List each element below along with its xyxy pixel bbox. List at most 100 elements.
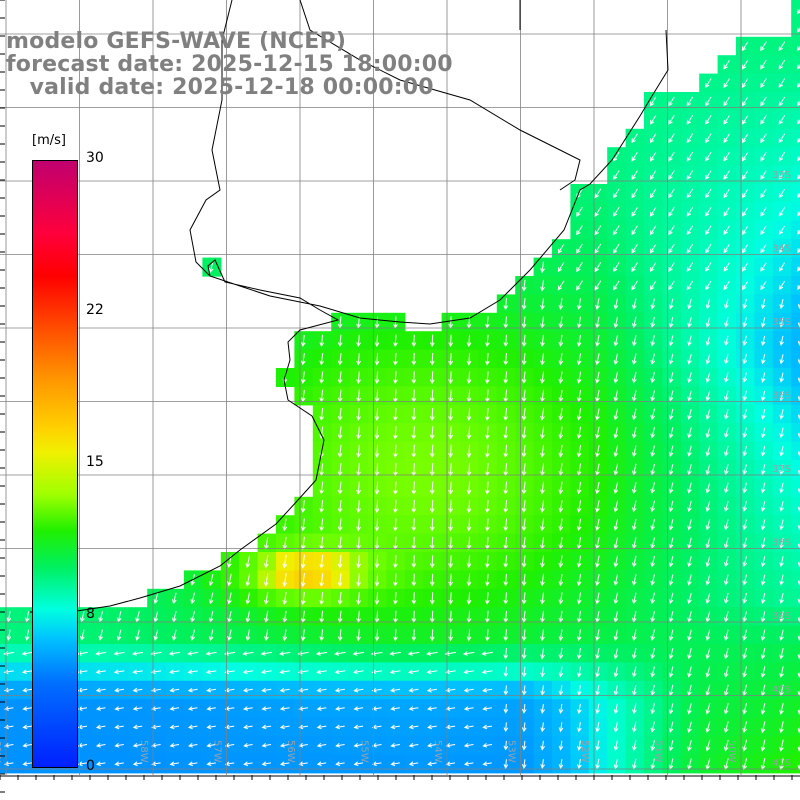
wind-arrow xyxy=(337,353,343,366)
wind-arrow xyxy=(337,554,343,569)
wind-arrow xyxy=(686,280,694,291)
wind-arrow xyxy=(448,555,454,569)
wind-arrow xyxy=(540,316,545,329)
wind-arrow xyxy=(319,554,325,569)
wind-arrow xyxy=(760,115,767,125)
wind-arrow xyxy=(169,706,180,711)
wind-arrow xyxy=(779,445,784,457)
wind-arrow xyxy=(724,647,729,660)
wind-arrow xyxy=(705,721,711,734)
wind-arrow xyxy=(245,573,251,587)
wind-arrow xyxy=(779,574,784,586)
wind-arrow xyxy=(742,464,748,476)
lat-label: 36S xyxy=(772,391,791,402)
wind-arrow xyxy=(687,555,692,568)
wind-arrow xyxy=(724,427,729,439)
lat-label: 34S xyxy=(772,244,791,255)
wind-arrow xyxy=(595,722,600,733)
wind-arrow xyxy=(448,592,454,605)
wind-arrow xyxy=(760,666,766,678)
wind-arrow xyxy=(632,463,637,476)
wind-arrow xyxy=(668,353,674,365)
wind-arrow xyxy=(687,372,692,384)
wind-arrow xyxy=(797,192,800,199)
wind-arrow xyxy=(631,170,638,180)
wind-arrow xyxy=(411,629,417,642)
wind-arrow xyxy=(742,225,749,235)
wind-arrow xyxy=(632,684,637,696)
wind-arrow xyxy=(668,188,675,199)
wind-arrow xyxy=(687,408,692,421)
wind-arrow xyxy=(187,651,199,656)
wind-arrow xyxy=(576,243,583,254)
wind-arrow xyxy=(485,573,490,587)
wind-arrow xyxy=(576,408,582,421)
wind-arrow xyxy=(407,651,420,656)
wind-arrow xyxy=(742,335,748,346)
wind-arrow xyxy=(24,611,30,623)
wind-arrow xyxy=(466,629,472,642)
wind-arrow xyxy=(187,706,198,711)
colorbar-tick-22: 22 xyxy=(86,302,104,318)
wind-cell xyxy=(791,680,800,700)
wind-arrow xyxy=(466,555,472,569)
wind-arrow xyxy=(540,555,545,568)
wind-arrow xyxy=(429,499,435,514)
wind-arrow xyxy=(264,629,269,642)
wind-arrow xyxy=(445,687,456,693)
wind-arrow xyxy=(374,371,380,385)
wind-arrow xyxy=(724,537,729,549)
wind-arrow xyxy=(243,743,253,748)
wind-arrow xyxy=(705,500,711,513)
wind-arrow xyxy=(705,703,711,715)
wind-arrow xyxy=(686,151,694,162)
wind-arrow xyxy=(482,706,492,711)
wind-arrow xyxy=(724,353,729,365)
wind-arrow xyxy=(613,206,620,217)
wind-arrow xyxy=(393,426,398,440)
wind-arrow xyxy=(503,666,509,678)
lon-label: 57W xyxy=(212,740,223,763)
wind-arrow xyxy=(724,592,729,605)
wind-arrow xyxy=(650,555,655,568)
wind-arrow xyxy=(521,629,527,642)
wind-arrow xyxy=(95,761,106,767)
wind-arrow xyxy=(761,317,766,328)
wind-arrow xyxy=(466,352,472,366)
wind-arrow xyxy=(558,592,564,605)
wind-arrow xyxy=(723,96,730,107)
wind-arrow xyxy=(632,592,637,605)
wind-arrow xyxy=(429,555,435,569)
wind-arrow xyxy=(760,739,766,752)
wind-arrow xyxy=(445,706,456,711)
wind-arrow xyxy=(187,687,198,693)
wind-arrow xyxy=(577,722,582,733)
lon-label: 52W xyxy=(579,740,590,763)
wind-arrow xyxy=(705,188,712,199)
longitude-labels: 60W59W58W57W56W55W54W53W52W51W50W xyxy=(0,740,737,763)
wind-arrow xyxy=(595,574,600,587)
wind-cell xyxy=(791,73,800,93)
wind-arrow xyxy=(778,115,786,125)
wind-arrow xyxy=(279,687,290,693)
valid-date: valid date: 2025-12-18 00:00:00 xyxy=(6,75,434,100)
wind-arrow xyxy=(227,573,232,587)
wind-arrow xyxy=(427,706,437,711)
wind-arrow xyxy=(760,225,767,236)
latitude-labels: 33S 34S 35S 36S 37S 38S 39S 40S 41S xyxy=(772,170,791,769)
wind-arrow xyxy=(356,554,361,569)
wind-arrow xyxy=(279,724,290,730)
wind-arrow xyxy=(779,519,784,531)
wind-arrow xyxy=(742,390,748,402)
wind-arrow xyxy=(503,740,509,751)
wind-arrow xyxy=(466,334,472,348)
wind-arrow xyxy=(245,629,251,642)
wind-arrow xyxy=(668,372,674,384)
wind-arrow xyxy=(521,371,527,384)
wind-arrow xyxy=(224,761,235,767)
wind-arrow xyxy=(242,687,253,693)
wind-arrow xyxy=(411,573,417,587)
wind-arrow xyxy=(613,685,619,696)
wind-arrow xyxy=(742,519,748,531)
wind-arrow xyxy=(632,721,637,733)
